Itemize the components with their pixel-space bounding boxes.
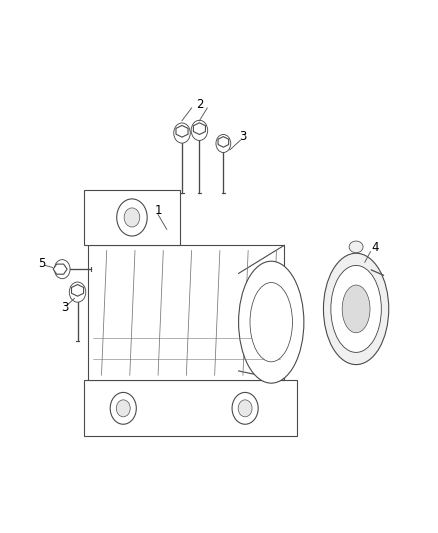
Ellipse shape [250, 282, 293, 362]
Circle shape [69, 282, 86, 302]
Ellipse shape [331, 265, 381, 352]
Polygon shape [84, 381, 297, 436]
Text: 2: 2 [196, 98, 203, 111]
Polygon shape [88, 245, 284, 381]
Polygon shape [176, 125, 188, 137]
Text: 5: 5 [38, 257, 45, 270]
Circle shape [117, 199, 147, 236]
Circle shape [124, 208, 140, 227]
Ellipse shape [323, 253, 389, 365]
Polygon shape [194, 123, 205, 134]
Circle shape [110, 392, 136, 424]
Circle shape [232, 392, 258, 424]
Text: 3: 3 [61, 301, 68, 314]
Circle shape [54, 260, 70, 279]
Circle shape [216, 134, 231, 152]
Polygon shape [53, 264, 67, 274]
Polygon shape [84, 190, 180, 245]
Text: 3: 3 [239, 130, 247, 143]
Polygon shape [218, 136, 229, 147]
Text: 4: 4 [371, 241, 378, 254]
Circle shape [191, 120, 208, 141]
Ellipse shape [239, 261, 304, 383]
Circle shape [116, 400, 130, 417]
Polygon shape [71, 285, 84, 296]
Ellipse shape [349, 241, 363, 253]
Circle shape [174, 123, 190, 143]
Text: 1: 1 [154, 204, 162, 217]
Circle shape [238, 400, 252, 417]
Ellipse shape [342, 285, 370, 333]
